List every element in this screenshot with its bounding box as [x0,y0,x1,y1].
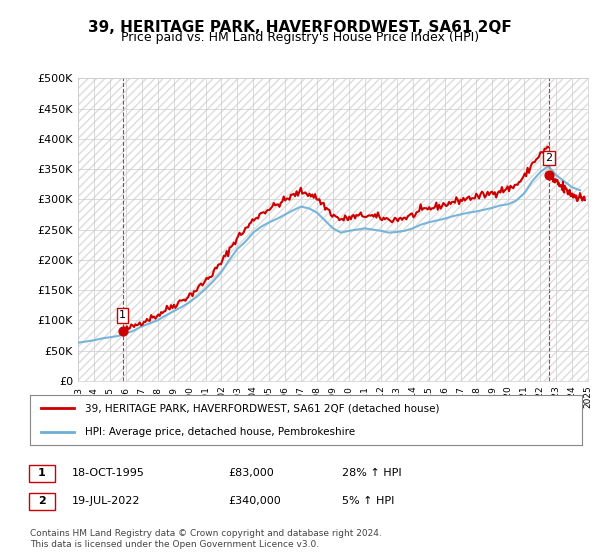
Text: Contains HM Land Registry data © Crown copyright and database right 2024.
This d: Contains HM Land Registry data © Crown c… [30,529,382,549]
Point [544,171,554,180]
Text: £83,000: £83,000 [228,468,274,478]
Point [118,326,127,335]
Text: 39, HERITAGE PARK, HAVERFORDWEST, SA61 2QF (detached house): 39, HERITAGE PARK, HAVERFORDWEST, SA61 2… [85,403,440,413]
Text: 1: 1 [119,310,126,320]
Text: 18-OCT-1995: 18-OCT-1995 [72,468,145,478]
Text: 2: 2 [545,153,553,163]
Text: 19-JUL-2022: 19-JUL-2022 [72,496,140,506]
Text: 2: 2 [38,496,46,506]
Text: £340,000: £340,000 [228,496,281,506]
Text: 28% ↑ HPI: 28% ↑ HPI [342,468,401,478]
Text: 5% ↑ HPI: 5% ↑ HPI [342,496,394,506]
Text: Price paid vs. HM Land Registry's House Price Index (HPI): Price paid vs. HM Land Registry's House … [121,31,479,44]
Text: 1: 1 [38,468,46,478]
Text: 39, HERITAGE PARK, HAVERFORDWEST, SA61 2QF: 39, HERITAGE PARK, HAVERFORDWEST, SA61 2… [88,20,512,35]
Text: HPI: Average price, detached house, Pembrokeshire: HPI: Average price, detached house, Pemb… [85,427,355,437]
